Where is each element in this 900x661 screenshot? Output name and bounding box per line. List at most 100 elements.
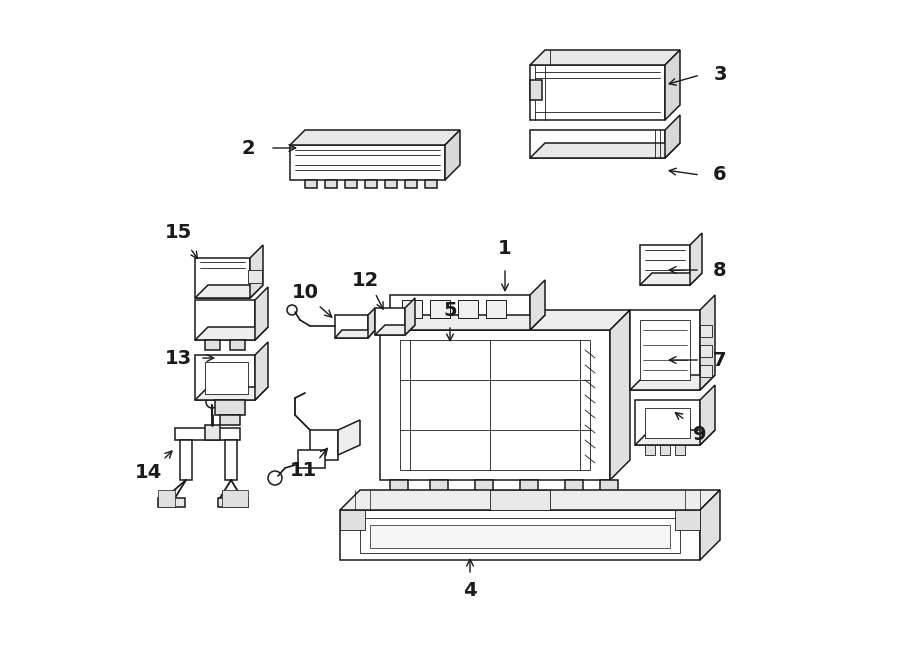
Polygon shape bbox=[675, 445, 685, 455]
Polygon shape bbox=[665, 115, 680, 158]
Circle shape bbox=[564, 132, 576, 144]
Polygon shape bbox=[530, 65, 665, 120]
Polygon shape bbox=[665, 50, 680, 120]
Polygon shape bbox=[175, 428, 240, 440]
Text: 11: 11 bbox=[290, 461, 317, 479]
Polygon shape bbox=[640, 273, 702, 285]
Polygon shape bbox=[530, 50, 680, 65]
Polygon shape bbox=[700, 325, 712, 337]
Text: 7: 7 bbox=[713, 350, 727, 369]
Polygon shape bbox=[290, 145, 445, 180]
Text: 9: 9 bbox=[693, 426, 706, 444]
Polygon shape bbox=[248, 270, 262, 283]
Polygon shape bbox=[335, 315, 368, 338]
Polygon shape bbox=[340, 490, 720, 510]
Text: 12: 12 bbox=[351, 270, 379, 290]
Circle shape bbox=[608, 144, 620, 156]
Polygon shape bbox=[405, 180, 417, 188]
Polygon shape bbox=[195, 258, 250, 298]
Polygon shape bbox=[610, 310, 630, 480]
Circle shape bbox=[542, 132, 554, 144]
Polygon shape bbox=[530, 130, 665, 158]
Polygon shape bbox=[222, 490, 248, 507]
Text: 13: 13 bbox=[165, 348, 192, 368]
Text: 1: 1 bbox=[499, 239, 512, 258]
Polygon shape bbox=[230, 340, 245, 350]
Polygon shape bbox=[195, 327, 268, 340]
Text: 10: 10 bbox=[292, 284, 319, 303]
Polygon shape bbox=[630, 310, 700, 390]
Polygon shape bbox=[445, 130, 460, 180]
Polygon shape bbox=[225, 440, 237, 480]
Polygon shape bbox=[520, 480, 538, 492]
Polygon shape bbox=[380, 330, 610, 480]
Polygon shape bbox=[700, 295, 715, 390]
Text: 8: 8 bbox=[713, 260, 727, 280]
Polygon shape bbox=[345, 180, 357, 188]
Polygon shape bbox=[635, 400, 700, 445]
Polygon shape bbox=[380, 310, 630, 330]
Polygon shape bbox=[402, 300, 422, 318]
Polygon shape bbox=[390, 295, 530, 330]
Polygon shape bbox=[700, 365, 712, 377]
Circle shape bbox=[542, 144, 554, 156]
Polygon shape bbox=[298, 450, 325, 468]
Text: 6: 6 bbox=[713, 165, 727, 184]
Polygon shape bbox=[375, 325, 415, 335]
Polygon shape bbox=[430, 300, 450, 318]
Polygon shape bbox=[250, 245, 263, 298]
Circle shape bbox=[586, 132, 598, 144]
Polygon shape bbox=[530, 80, 542, 100]
Polygon shape bbox=[640, 245, 690, 285]
Polygon shape bbox=[700, 490, 720, 560]
Text: 3: 3 bbox=[713, 65, 727, 85]
Circle shape bbox=[206, 396, 218, 408]
Circle shape bbox=[630, 132, 642, 144]
Polygon shape bbox=[400, 340, 590, 470]
Polygon shape bbox=[158, 498, 185, 507]
Polygon shape bbox=[690, 233, 702, 285]
Circle shape bbox=[409, 317, 419, 327]
Polygon shape bbox=[430, 480, 448, 492]
Polygon shape bbox=[205, 425, 220, 440]
Polygon shape bbox=[325, 180, 337, 188]
Polygon shape bbox=[360, 518, 680, 553]
Polygon shape bbox=[475, 480, 493, 492]
Text: 15: 15 bbox=[165, 223, 192, 241]
Polygon shape bbox=[390, 480, 408, 492]
Circle shape bbox=[268, 471, 282, 485]
Polygon shape bbox=[458, 300, 478, 318]
Polygon shape bbox=[215, 400, 245, 415]
Circle shape bbox=[608, 132, 620, 144]
Polygon shape bbox=[218, 498, 248, 507]
Text: 5: 5 bbox=[443, 301, 457, 319]
Text: 14: 14 bbox=[134, 463, 162, 483]
Polygon shape bbox=[310, 430, 338, 460]
Polygon shape bbox=[600, 480, 618, 492]
Circle shape bbox=[287, 305, 297, 315]
Polygon shape bbox=[700, 385, 715, 445]
Polygon shape bbox=[158, 490, 175, 507]
Text: 2: 2 bbox=[241, 139, 255, 157]
Polygon shape bbox=[195, 387, 268, 400]
Polygon shape bbox=[365, 180, 377, 188]
Polygon shape bbox=[290, 130, 460, 145]
Polygon shape bbox=[220, 415, 240, 425]
Polygon shape bbox=[340, 510, 700, 560]
Polygon shape bbox=[675, 510, 700, 530]
Polygon shape bbox=[180, 440, 192, 480]
Polygon shape bbox=[530, 143, 680, 158]
Polygon shape bbox=[255, 287, 268, 340]
Polygon shape bbox=[486, 300, 506, 318]
Circle shape bbox=[207, 302, 243, 338]
Polygon shape bbox=[205, 340, 220, 350]
Text: 4: 4 bbox=[464, 580, 477, 600]
Polygon shape bbox=[700, 345, 712, 357]
Circle shape bbox=[630, 144, 642, 156]
Polygon shape bbox=[660, 445, 670, 455]
Circle shape bbox=[586, 144, 598, 156]
Polygon shape bbox=[630, 375, 715, 390]
Polygon shape bbox=[338, 420, 360, 455]
Polygon shape bbox=[375, 308, 405, 335]
Polygon shape bbox=[255, 342, 268, 400]
